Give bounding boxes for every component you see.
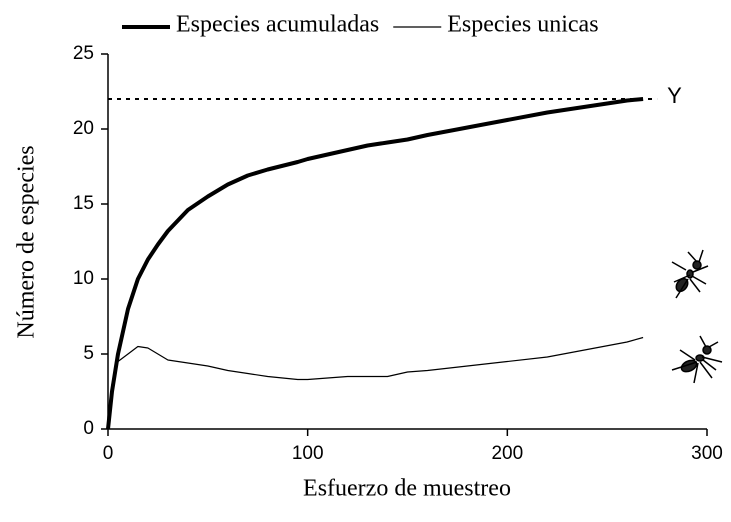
x-tick-label: 300 [691, 443, 723, 464]
y-tick-label: 15 [73, 193, 94, 214]
x-tick-label: 200 [491, 443, 523, 464]
y-tick-label: 5 [83, 343, 94, 364]
x-axis-label: Esfuerzo de muestreo [303, 476, 511, 502]
series-line [106, 97, 644, 430]
x-tick-label: 0 [103, 443, 114, 464]
ant-icon [671, 335, 723, 384]
legend-label: Especies unicas [447, 12, 598, 38]
y-tick-label: 0 [83, 418, 94, 439]
y-axis-label: Número de especies [14, 145, 40, 338]
x-tick-label: 100 [292, 443, 324, 464]
y-tick-label: 20 [73, 118, 94, 139]
y-tick-label: 25 [73, 43, 94, 64]
reference-label: Y [667, 83, 682, 108]
y-tick-label: 10 [73, 268, 94, 289]
series-line [107, 336, 644, 430]
legend-label: Especies acumuladas [176, 12, 379, 38]
ant-icon [671, 249, 709, 299]
